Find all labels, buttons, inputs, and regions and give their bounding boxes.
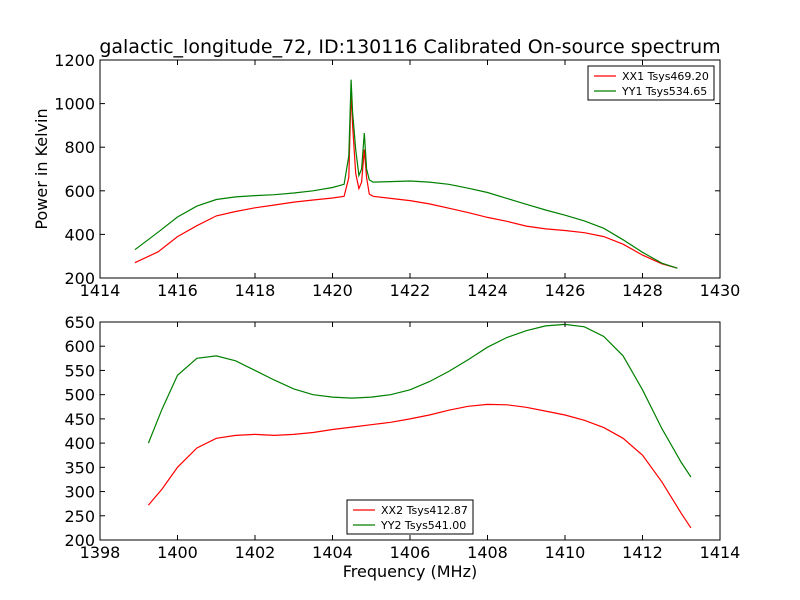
y-tick-label: 500 <box>64 386 95 405</box>
series-line-1 <box>147 403 692 529</box>
y-tick-label: 600 <box>64 337 95 356</box>
y-tick-label: 400 <box>64 434 95 453</box>
series-line-2 <box>134 79 678 269</box>
legend-label: XX1 Tsys469.20 <box>622 70 709 83</box>
y-axis-title: Power in Kelvin <box>32 108 51 229</box>
y-tick-label: 600 <box>64 182 95 201</box>
x-tick-label: 1414 <box>700 543 741 562</box>
legend: XX1 Tsys469.20 YY1 Tsys534.65 <box>587 65 715 101</box>
y-tick-label: 400 <box>64 225 95 244</box>
legend-label: YY2 Tsys541.00 <box>380 519 466 532</box>
legend-label: XX2 Tsys412.87 <box>381 504 468 517</box>
x-tick-label: 1408 <box>467 543 508 562</box>
x-tick-label: 1420 <box>312 281 353 300</box>
top-subplot: 1414 1416 1418 1420 1422 1424 1426 1428 1430 200 4… <box>32 51 740 300</box>
legend-box <box>587 65 715 101</box>
x-tick-label: 1406 <box>390 543 431 562</box>
y-tick-label: 800 <box>64 138 95 157</box>
x-tick-label: 1414 <box>80 281 121 300</box>
y-tick-label: 1000 <box>54 95 95 114</box>
x-tick-label: 1404 <box>312 543 353 562</box>
x-tick-label: 1430 <box>700 281 741 300</box>
series-line-2 <box>147 323 692 478</box>
y-tick-label: 550 <box>64 361 95 380</box>
bottom-subplot: 1398 1400 1402 1404 1406 1408 1410 1412 1414 200 2… <box>64 313 740 581</box>
x-tick-label: 1416 <box>157 281 198 300</box>
x-tick-label: 1398 <box>80 543 121 562</box>
y-tick-label: 200 <box>64 269 95 288</box>
x-tick-label: 1402 <box>235 543 276 562</box>
x-tick-label: 1428 <box>622 281 663 300</box>
y-tick-label: 450 <box>64 410 95 429</box>
x-axis-title: Frequency (MHz) <box>343 562 477 581</box>
y-tick-label: 200 <box>64 531 95 550</box>
y-tick-label: 650 <box>64 313 95 332</box>
y-tick-label: 250 <box>64 507 95 526</box>
y-tick-label: 300 <box>64 483 95 502</box>
chart-title: galactic_longitude_72, ID:130116 Calibra… <box>99 36 720 58</box>
x-tick-label: 1412 <box>622 543 663 562</box>
y-tick-label: 1200 <box>54 51 95 70</box>
x-tick-label: 1422 <box>390 281 431 300</box>
x-tick-label: 1418 <box>235 281 276 300</box>
x-tick-label: 1400 <box>157 543 198 562</box>
legend-box <box>346 499 474 535</box>
legend: XX2 Tsys412.87 YY2 Tsys541.00 <box>346 499 474 535</box>
x-tick-label: 1410 <box>545 543 586 562</box>
legend-label: YY1 Tsys534.65 <box>621 85 707 98</box>
series-line-1 <box>134 90 678 269</box>
x-tick-label: 1424 <box>467 281 508 300</box>
y-tick-label: 350 <box>64 458 95 477</box>
x-tick-label: 1426 <box>545 281 586 300</box>
